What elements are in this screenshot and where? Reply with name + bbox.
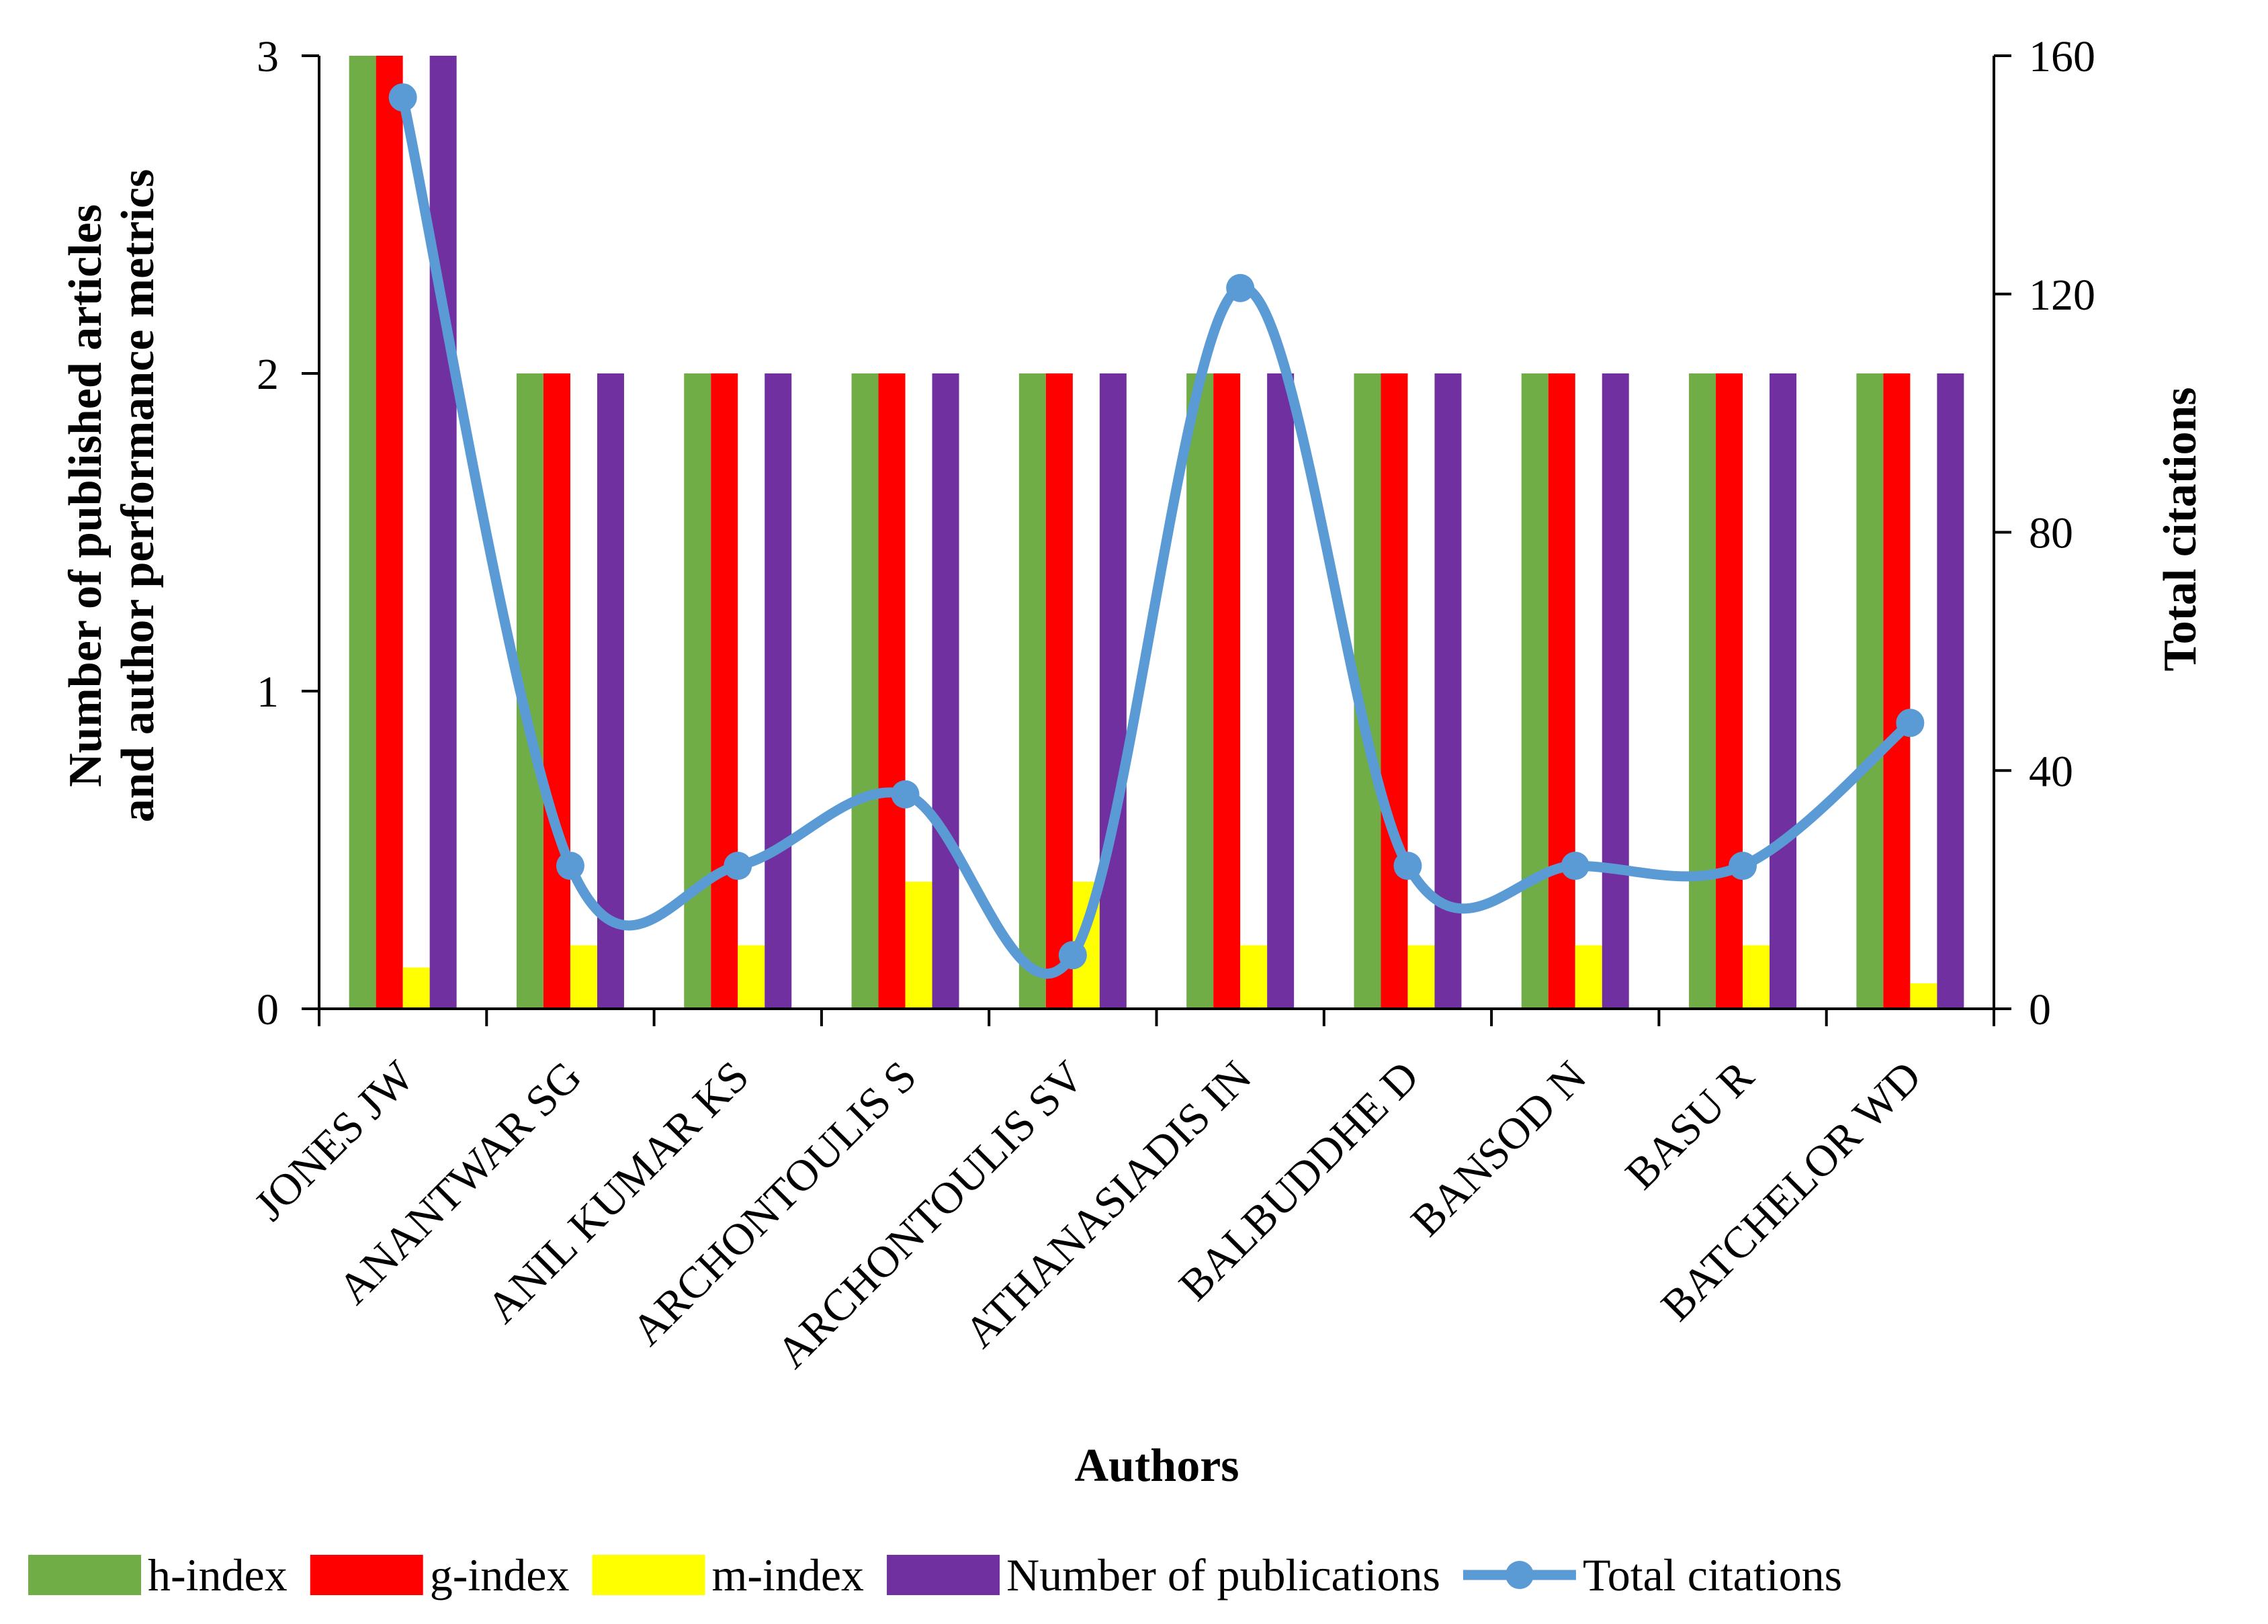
x-tick-label-bansod-n: BANSOD N [1401,1052,1596,1246]
y2-tick-label: 40 [2029,747,2073,796]
bar-number-of-publications-batchelor-wd [1937,373,1964,1009]
bar-h-index-basu-r [1689,373,1716,1009]
bar-number-of-publications-basu-r [1770,373,1797,1009]
bar-number-of-publications-archontoulis-sv [1099,373,1127,1009]
legend-swatch-g-index [310,1555,423,1595]
bar-number-of-publications-jones-jw [429,56,457,1009]
bar-number-of-publications-athanasiadis-in [1267,373,1295,1009]
bar-g-index-bansod-n [1548,373,1575,1009]
x-tick-label-archontoulis-sv: ARCHONTOULIS SV [767,1052,1093,1378]
bar-g-index-archontoulis-sv [1045,373,1073,1009]
citations-line-layer [388,83,1925,979]
bar-m-index-athanasiadis-in [1240,945,1268,1009]
bar-m-index-archontoulis-s [905,881,932,1009]
y-tick-label: 1 [257,668,279,717]
bar-m-index-jones-jw [402,967,430,1009]
y2-tick-label: 120 [2029,271,2095,320]
y2-tick-label: 160 [2029,32,2095,81]
bar-m-index-anil-kumar-ks [738,945,765,1009]
bar-h-index-batchelor-wd [1856,373,1884,1009]
x-tick-label-basu-r: BASU R [1616,1052,1763,1199]
legend-swatch-total-citations-marker [1505,1561,1534,1589]
bar-h-index-anil-kumar-ks [684,373,711,1009]
citation-point-basu-r [1729,852,1757,881]
bar-g-index-basu-r [1716,373,1743,1009]
legend-label-g-index: g-index [430,1549,570,1600]
bar-number-of-publications-archontoulis-s [932,373,959,1009]
citation-point-bansod-n [1561,852,1589,881]
bar-m-index-batchelor-wd [1910,983,1937,1009]
bar-g-index-batchelor-wd [1883,373,1911,1009]
legend-label-number-of-publications: Number of publications [1006,1549,1440,1600]
bar-m-index-bansod-n [1575,945,1602,1009]
bar-number-of-publications-anantwar-sg [597,373,624,1009]
legend-label-total-citations: Total citations [1583,1549,1842,1600]
bar-m-index-basu-r [1743,945,1770,1009]
bar-g-index-balbuddhe-d [1381,373,1408,1009]
citation-point-archontoulis-s [891,780,920,809]
bar-number-of-publications-anil-kumar-ks [765,373,792,1009]
legend-swatch-h-index [28,1555,141,1595]
bar-h-index-jones-jw [349,56,376,1009]
citation-point-balbuddhe-d [1393,852,1422,881]
legend-label-m-index: m-index [711,1549,864,1600]
bar-g-index-anil-kumar-ks [711,373,738,1009]
x-tick-label-athanasiadis-in: ATHANASIADIS IN [955,1052,1261,1357]
y-tick-label: 0 [257,985,279,1034]
legend-label-h-index: h-index [148,1549,288,1600]
citation-point-jones-jw [388,83,417,112]
y-tick-label: 2 [257,350,279,399]
legend-swatch-number-of-publications [887,1555,1000,1595]
bar-g-index-archontoulis-s [878,373,906,1009]
bar-h-index-athanasiadis-in [1186,373,1214,1009]
y-tick-label: 3 [257,32,279,81]
citation-point-batchelor-wd [1896,709,1925,737]
total-citations-line [398,96,1914,979]
x-tick-label-archontoulis-s: ARCHONTOULIS S [623,1052,926,1355]
bar-number-of-publications-balbuddhe-d [1434,373,1462,1009]
bar-h-index-bansod-n [1521,373,1549,1009]
citation-point-anantwar-sg [556,852,584,881]
citation-point-archontoulis-sv [1058,941,1087,970]
y2-tick-label: 80 [2029,509,2073,558]
bar-m-index-anantwar-sg [570,945,597,1009]
bar-number-of-publications-bansod-n [1602,373,1629,1009]
bar-g-index-athanasiadis-in [1213,373,1241,1009]
y2-tick-label: 0 [2029,985,2051,1034]
citation-point-anil-kumar-ks [724,852,752,881]
citation-point-athanasiadis-in [1226,273,1255,302]
y-axis-title-line-1: Number of published articles [60,204,112,787]
legend-swatch-m-index [592,1555,705,1595]
bar-h-index-archontoulis-sv [1018,373,1046,1009]
bars-layer [349,56,1964,1009]
bar-g-index-jones-jw [376,56,403,1009]
y-axis-title-line-2: and author performance metrics [112,169,164,823]
legend: h-index g-index m-index Number of publicati… [28,1549,1842,1600]
bar-g-index-anantwar-sg [543,373,570,1009]
x-tick-label-jones-jw: JONES JW [245,1051,424,1230]
x-axis-title: Authors [1074,1440,1239,1492]
y2-axis-title: Total citations [2154,387,2206,671]
bar-m-index-balbuddhe-d [1407,945,1435,1009]
bar-h-index-archontoulis-s [851,373,879,1009]
